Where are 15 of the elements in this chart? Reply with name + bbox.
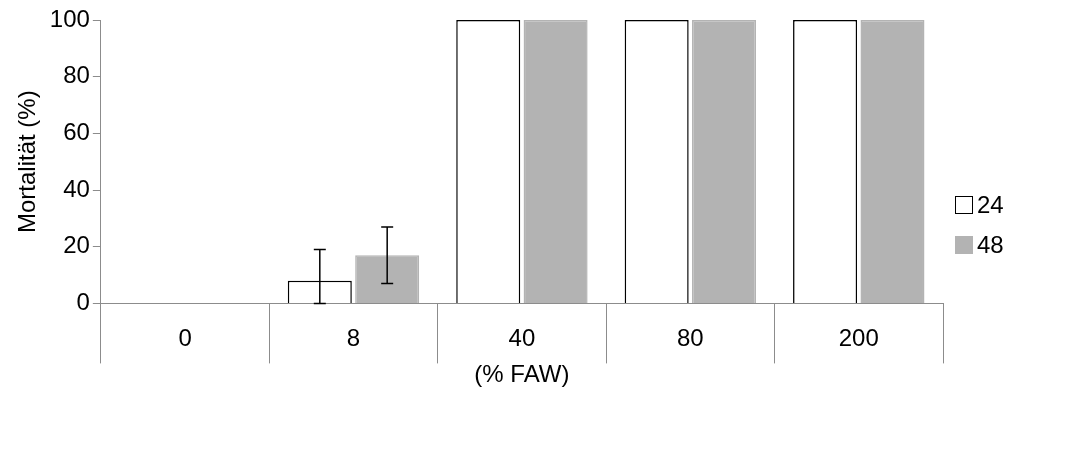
y-tick-label: 20 [63,231,90,259]
x-tick-label: 0 [178,324,192,352]
y-tick-label: 40 [63,174,90,202]
x-axis-title: (% FAW) [474,360,570,388]
legend-label: 48 [977,231,1004,259]
x-tick-label: 80 [677,324,704,352]
x-tick-label: 200 [838,324,879,352]
x-tick-label: 40 [508,324,536,352]
y-tick-label: 60 [63,117,90,145]
text: 24 [977,191,1004,219]
y-tick-label: 80 [63,61,90,89]
y-tick-label: 100 [49,4,90,32]
y-axis-title: Mortalität (%) [13,90,41,234]
x-tick-label: 8 [346,324,361,352]
y-tick-label: 0 [76,288,90,316]
